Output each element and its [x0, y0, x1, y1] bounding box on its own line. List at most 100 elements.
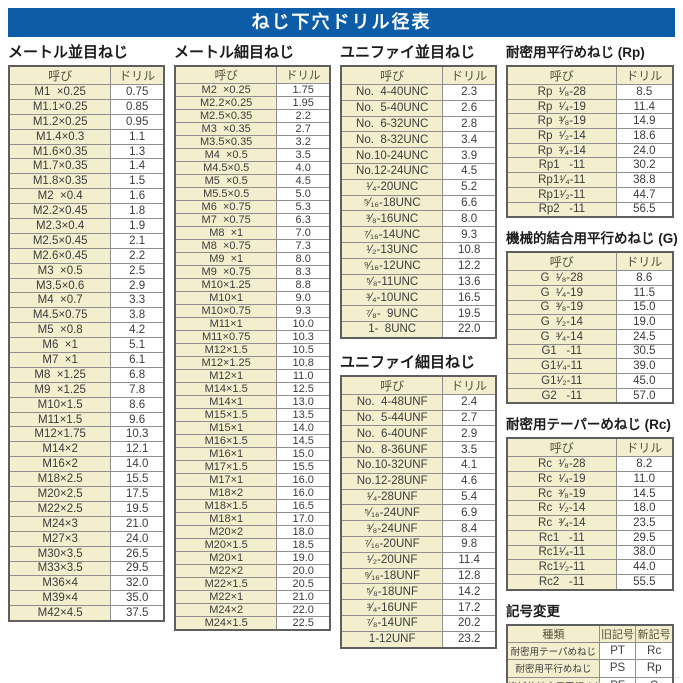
name-cell: M12×1 [174, 369, 278, 383]
drill-cell: 13.0 [276, 395, 331, 409]
name-cell: M3 ×0.35 [174, 122, 278, 136]
name-cell: ⁷⁄₁₆-20UNF [340, 535, 444, 553]
kind-cell: 耐密用テーパめねじ [506, 641, 600, 661]
name-cell: M12×1.5 [174, 343, 278, 357]
table-row: Rc1 -11 29.5 [506, 529, 674, 546]
table-row: M2 ×0.4 1.6 [8, 188, 165, 205]
name-cell: No. 4-48UNF [340, 393, 444, 411]
table-row: M22×1 21.0 [174, 590, 331, 604]
page-corner-mark: ‥ [673, 670, 681, 680]
name-cell: ¹⁄₂-20UNF [340, 551, 444, 569]
drill-cell: 37.5 [110, 605, 165, 622]
name-cell: M12×1.75 [8, 426, 112, 443]
name-cell: ¹⁄₄-28UNF [340, 488, 444, 506]
old-symbol-cell: PT [598, 641, 637, 661]
drill-cell: 5.4 [442, 488, 497, 506]
header-row: 呼び ドリル [174, 65, 331, 84]
table-row: M1.1×0.25 0.85 [8, 98, 165, 115]
drill-cell: 9.3 [442, 226, 497, 243]
table-row: ¹⁄₂-13UNC 10.8 [340, 241, 497, 259]
drill-cell: 35.0 [110, 590, 165, 607]
table-row: M1 ×0.25 0.75 [8, 84, 165, 100]
drill-cell: 4.5 [442, 162, 497, 180]
table-row: ³⁄₄-10UNC 16.5 [340, 289, 497, 307]
section-title-rc: 耐密用テーパーめねじ (Rc) [506, 417, 671, 433]
drill-cell: 22.0 [276, 603, 331, 617]
name-cell: ⁵⁄₈-18UNF [340, 583, 444, 601]
name-cell: M36×4 [8, 575, 112, 592]
table-row: M2 ×0.25 1.75 [174, 83, 331, 97]
table-row: M10×1.5 8.6 [8, 396, 165, 413]
table-row: M20×1 19.0 [174, 551, 331, 565]
table-row: ³⁄₈-16UNC 8.0 [340, 210, 497, 228]
table-row: M9 ×1 8.0 [174, 252, 331, 266]
drill-cell: 26.5 [110, 545, 165, 562]
drill-cell: 23.5 [615, 515, 674, 531]
name-cell: M24×3 [8, 515, 112, 532]
table-row: ⁷⁄₁₆-14UNC 9.3 [340, 226, 497, 243]
table-row: G2 -11 57.0 [506, 387, 674, 404]
name-cell: M2 ×0.4 [8, 188, 112, 205]
name-cell: M14×1.5 [174, 382, 278, 396]
drill-cell: 39.0 [615, 358, 674, 374]
table-row: M15×1 14.0 [174, 421, 331, 435]
name-cell: Rp ³⁄₄-14 [506, 142, 617, 159]
table-row: M3.5×0.6 2.9 [8, 277, 165, 294]
name-cell: M22×1.5 [174, 577, 278, 591]
table-row: M3 ×0.35 2.7 [174, 122, 331, 136]
drill-cell: 2.5 [110, 262, 165, 279]
table-row: G1¹⁄₂-11 45.0 [506, 373, 674, 389]
symbol-change-table: 種類 旧記号 新記号 耐密用テーパめねじPTRc耐密用平行めねじPSRp機械的結… [506, 623, 674, 683]
drill-cell: 18.0 [276, 525, 331, 539]
drill-cell: 19.0 [615, 314, 674, 330]
drill-cell: 2.3 [442, 84, 497, 101]
name-cell: M42×4.5 [8, 605, 112, 622]
table-row: ³⁄₈-24UNF 8.4 [340, 520, 497, 537]
col-header-drill: ドリル [276, 65, 331, 84]
col-header-drill: ドリル [615, 65, 674, 85]
drill-cell: 6.3 [276, 213, 331, 227]
name-cell: M22×2.5 [8, 500, 112, 517]
drill-cell: 2.9 [442, 425, 497, 443]
name-cell: M4.5×0.5 [174, 161, 278, 175]
drill-cell: 8.6 [615, 270, 674, 286]
drill-cell: 9.6 [110, 411, 165, 428]
table-row: M17×1.5 15.5 [174, 460, 331, 474]
section-title-unified-fine: ユニファイ細目ねじ [340, 353, 476, 371]
drill-cell: 1.9 [110, 218, 165, 234]
name-cell: M3 ×0.5 [8, 262, 112, 279]
drill-cell: 1.95 [276, 96, 331, 110]
table-row: M2.6×0.45 2.2 [8, 247, 165, 264]
drill-cell: 3.4 [442, 131, 497, 149]
name-cell: M1.1×0.25 [8, 98, 112, 115]
name-cell: M3.5×0.35 [174, 135, 278, 149]
drill-cell: 18.0 [615, 500, 674, 517]
drill-cell: 16.0 [276, 486, 331, 500]
table-row: M15×1.5 13.5 [174, 408, 331, 422]
name-cell: M1.7×0.35 [8, 158, 112, 175]
drill-cell: 5.1 [110, 337, 165, 354]
name-cell: No. 6-32UNC [340, 115, 444, 133]
drill-cell: 20.5 [276, 577, 331, 591]
rc-table: 呼び ドリル Rc ¹⁄₈-28 8.2 Rc ¹⁄₄-19 11.0 Rc ³⁄₈-1… [506, 437, 674, 591]
table-row: M20×2 18.0 [174, 525, 331, 539]
table-row: Rc ¹⁄₄-19 11.0 [506, 471, 674, 487]
table-row: M12×1.5 10.5 [174, 343, 331, 357]
drill-cell: 9.8 [442, 535, 497, 553]
drill-cell: 19.0 [276, 551, 331, 565]
table-row: Rc ³⁄₈-19 14.5 [506, 485, 674, 502]
name-cell: Rp ¹⁄₂-14 [506, 128, 617, 144]
table-row: No.10-24UNC 3.9 [340, 147, 497, 164]
table-row: ¹⁄₄-20UNC 5.2 [340, 178, 497, 196]
table-row: M4.5×0.5 4.0 [174, 161, 331, 175]
name-cell: M2.2×0.25 [174, 96, 278, 110]
table-row: No. 8-32UNC 3.4 [340, 131, 497, 149]
drill-cell: 2.6 [442, 99, 497, 117]
name-cell: ⁷⁄₈- 9UNC [340, 305, 444, 322]
table-row: Rp ¹⁄₂-14 18.6 [506, 128, 674, 144]
name-cell: Rc ¹⁄₄-19 [506, 471, 617, 487]
drill-cell: 5.2 [442, 178, 497, 196]
drill-cell: 16.5 [442, 289, 497, 307]
drill-cell: 17.0 [276, 512, 331, 526]
drill-cell: 2.1 [110, 232, 165, 249]
